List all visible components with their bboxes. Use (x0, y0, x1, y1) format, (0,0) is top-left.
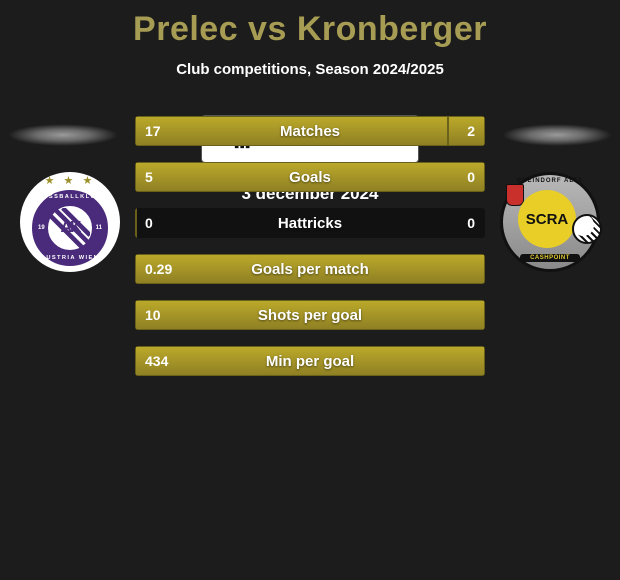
stat-label: Hattricks (135, 208, 485, 238)
stat-label: Goals per match (135, 254, 485, 284)
badge-shadow-left (8, 124, 118, 146)
stat-label: Shots per goal (135, 300, 485, 330)
club-badge-right: RHEINDORF ALTA SCRA CASHPOINT (500, 172, 600, 272)
stat-bars: 172Matches 50Goals 00Hattricks 0.29Goals pe… (135, 116, 485, 392)
badge-ring-text-top: FUSSBALLKLUB (32, 194, 108, 200)
stat-row: 0.29Goals per match (135, 254, 485, 284)
stat-label: Matches (135, 116, 485, 146)
stat-row: 50Goals (135, 162, 485, 192)
page-title: Prelec vs Kronberger (0, 0, 620, 49)
badge-side-right: 11 (96, 225, 102, 231)
stat-row: 172Matches (135, 116, 485, 146)
badge-ring-text-bottom: AUSTRIA WIEN (32, 255, 108, 261)
badge-ring: FUSSBALLKLUB 19 11 AK AUSTRIA WIEN (28, 186, 112, 270)
badge-inner: AK (48, 206, 92, 250)
stat-row: 434Min per goal (135, 346, 485, 376)
club-badge-left: ★ ★ ★ FUSSBALLKLUB 19 11 AK AUSTRIA WIEN (20, 172, 120, 272)
volleyball-icon (572, 214, 602, 244)
badge-arc-bottom: CASHPOINT (520, 254, 580, 262)
badge-monogram: SCRA (526, 211, 569, 228)
stat-label: Goals (135, 162, 485, 192)
badge-shadow-right (502, 124, 612, 146)
badge-inner-circle: SCRA (518, 190, 576, 248)
badge-small-shield (506, 184, 524, 206)
badge-monogram: AK (60, 219, 79, 237)
stat-label: Min per goal (135, 346, 485, 376)
subtitle: Club competitions, Season 2024/2025 (0, 61, 620, 78)
badge-side-left: 19 (38, 225, 45, 231)
stat-row: 00Hattricks (135, 208, 485, 238)
stat-row: 10Shots per goal (135, 300, 485, 330)
